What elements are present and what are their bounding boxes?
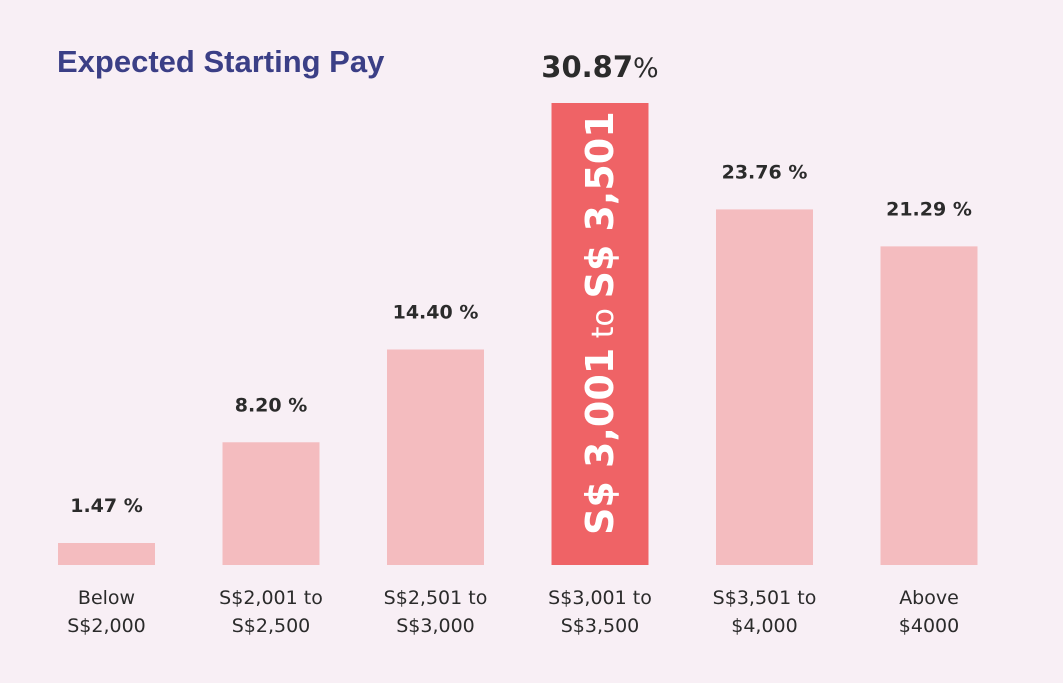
highlight-bar xyxy=(551,103,649,565)
category-label: S$2,501 to xyxy=(384,587,488,609)
value-label: 23.76 % xyxy=(722,161,808,183)
category-label: S$3,001 to xyxy=(548,587,652,609)
value-label: 8.20 % xyxy=(235,394,308,416)
category-label: S$2,001 to xyxy=(219,587,323,609)
category-label: S$3,500 xyxy=(561,615,640,637)
chart-title: Expected Starting Pay xyxy=(57,44,385,79)
bar xyxy=(222,442,320,565)
value-label: 1.47 % xyxy=(70,495,143,517)
highlight-bar-text: S$ 3,001 to S$ 3,501 xyxy=(578,111,622,535)
value-label: 14.40 % xyxy=(393,301,479,323)
category-label: $4,000 xyxy=(731,615,797,637)
category-label: S$3,501 to xyxy=(713,587,817,609)
bar xyxy=(716,209,813,566)
bar xyxy=(58,543,155,565)
category-label: S$3,000 xyxy=(396,615,475,637)
highlight-value-label: 30.87% xyxy=(541,50,658,84)
category-label: Below xyxy=(78,587,135,609)
bar xyxy=(880,246,978,565)
bar xyxy=(387,349,484,565)
category-label: S$2,500 xyxy=(232,615,311,637)
category-label: $4000 xyxy=(899,615,959,637)
category-label: Above xyxy=(899,587,959,609)
value-label: 21.29 % xyxy=(886,198,972,220)
category-label: S$2,000 xyxy=(67,615,146,637)
